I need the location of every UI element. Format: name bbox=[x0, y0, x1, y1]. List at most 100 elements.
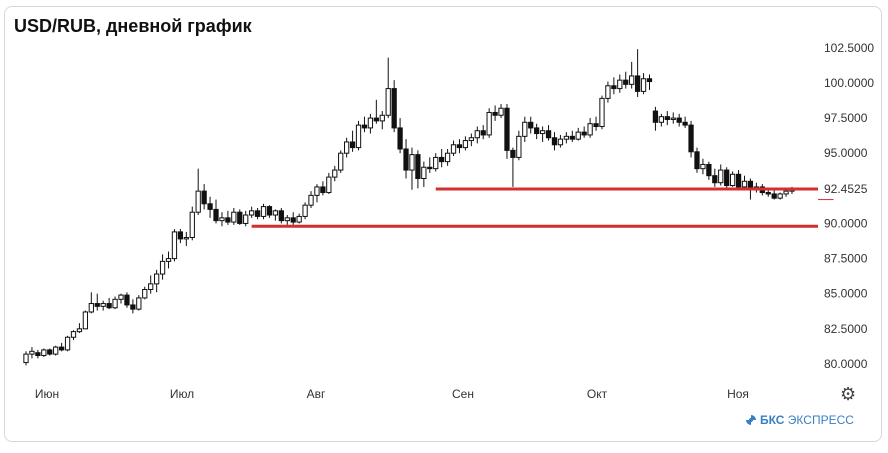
candle-body bbox=[23, 353, 29, 364]
candle-body bbox=[308, 194, 314, 206]
candle-body bbox=[385, 88, 391, 116]
candle bbox=[379, 111, 385, 130]
brand-strong: БКС bbox=[760, 413, 785, 427]
candle-body bbox=[142, 288, 148, 299]
x-axis: Июн Июл Авг Сен Окт Ноя bbox=[35, 387, 749, 401]
candle-body bbox=[243, 214, 249, 224]
candle-body bbox=[498, 107, 504, 116]
candle-body bbox=[765, 192, 771, 195]
candle bbox=[177, 229, 184, 244]
candle-body bbox=[367, 117, 374, 129]
candle bbox=[124, 292, 130, 308]
candle-body bbox=[747, 180, 754, 189]
candle bbox=[302, 202, 308, 220]
candle bbox=[136, 295, 142, 311]
candle-body bbox=[492, 111, 498, 116]
candle bbox=[462, 136, 469, 151]
candle bbox=[403, 139, 409, 179]
candle bbox=[516, 130, 522, 161]
y-tick-label: 95.0000 bbox=[824, 146, 868, 160]
candle-body bbox=[165, 258, 172, 262]
y-tick-label: 92.4525 bbox=[824, 182, 868, 196]
candle bbox=[611, 77, 617, 95]
candle-body bbox=[171, 231, 178, 260]
candle-body bbox=[682, 121, 688, 126]
y-tick-label: 87.5000 bbox=[824, 252, 868, 266]
candle bbox=[444, 148, 451, 166]
candle-body bbox=[41, 349, 47, 357]
candle bbox=[664, 111, 670, 126]
candle bbox=[658, 113, 665, 127]
candle bbox=[557, 134, 564, 148]
candle bbox=[326, 172, 332, 194]
candle-body bbox=[35, 352, 41, 357]
candle-body bbox=[373, 117, 379, 122]
candle bbox=[587, 118, 593, 138]
candle bbox=[47, 348, 53, 356]
candle-body bbox=[379, 114, 385, 122]
candle bbox=[724, 167, 730, 189]
candle bbox=[332, 165, 338, 182]
candle-body bbox=[118, 294, 124, 300]
candle-body bbox=[605, 85, 611, 99]
candle-body bbox=[332, 169, 338, 178]
candle-body bbox=[587, 123, 593, 136]
candle-body bbox=[581, 131, 587, 136]
candle-body bbox=[676, 117, 682, 123]
candle bbox=[254, 208, 261, 220]
candle-body bbox=[302, 204, 308, 217]
candle bbox=[427, 157, 433, 173]
candle bbox=[415, 150, 421, 189]
candle-body bbox=[664, 116, 670, 120]
candle bbox=[498, 104, 504, 119]
candle bbox=[213, 199, 219, 224]
candle-body bbox=[391, 88, 397, 129]
y-tick-label: 100.0000 bbox=[824, 76, 874, 90]
candle-body bbox=[771, 193, 777, 199]
gear-icon[interactable]: ⚙ bbox=[840, 384, 857, 405]
candle bbox=[249, 206, 255, 218]
candle-body bbox=[213, 208, 219, 222]
candle bbox=[159, 254, 166, 280]
candle-body bbox=[474, 130, 480, 139]
candle bbox=[308, 191, 314, 208]
candle bbox=[480, 125, 486, 140]
candle bbox=[605, 81, 611, 103]
candle bbox=[575, 127, 581, 141]
candle-body bbox=[462, 140, 469, 149]
candle bbox=[195, 168, 201, 216]
candle-body bbox=[254, 210, 261, 217]
candle bbox=[456, 139, 463, 154]
candle-body bbox=[284, 217, 290, 222]
candle bbox=[367, 113, 374, 134]
candle bbox=[290, 212, 296, 225]
candle bbox=[23, 351, 29, 366]
candle bbox=[189, 206, 195, 241]
candle bbox=[510, 147, 516, 187]
candle-body bbox=[486, 111, 492, 136]
candle bbox=[735, 170, 742, 189]
candle bbox=[231, 208, 237, 225]
y-tick-label: 82.5000 bbox=[824, 322, 868, 336]
candle bbox=[237, 209, 243, 225]
candle bbox=[670, 112, 676, 124]
candle bbox=[106, 297, 112, 310]
y-tick-label: 102.5000 bbox=[824, 41, 874, 55]
candle bbox=[545, 125, 552, 141]
candle bbox=[593, 116, 599, 131]
candle bbox=[207, 196, 213, 218]
candle-body bbox=[94, 303, 100, 307]
candle-body bbox=[539, 130, 546, 135]
candle-body bbox=[729, 173, 736, 187]
candle-body bbox=[231, 211, 237, 223]
candle-body bbox=[456, 144, 463, 149]
candle bbox=[385, 57, 391, 119]
candle bbox=[694, 147, 700, 173]
candle-body bbox=[326, 176, 332, 194]
candle bbox=[539, 126, 546, 142]
candle-body bbox=[278, 210, 284, 222]
candle-body bbox=[314, 186, 320, 196]
candle bbox=[504, 104, 510, 159]
candle bbox=[581, 126, 587, 138]
candle bbox=[82, 310, 89, 330]
